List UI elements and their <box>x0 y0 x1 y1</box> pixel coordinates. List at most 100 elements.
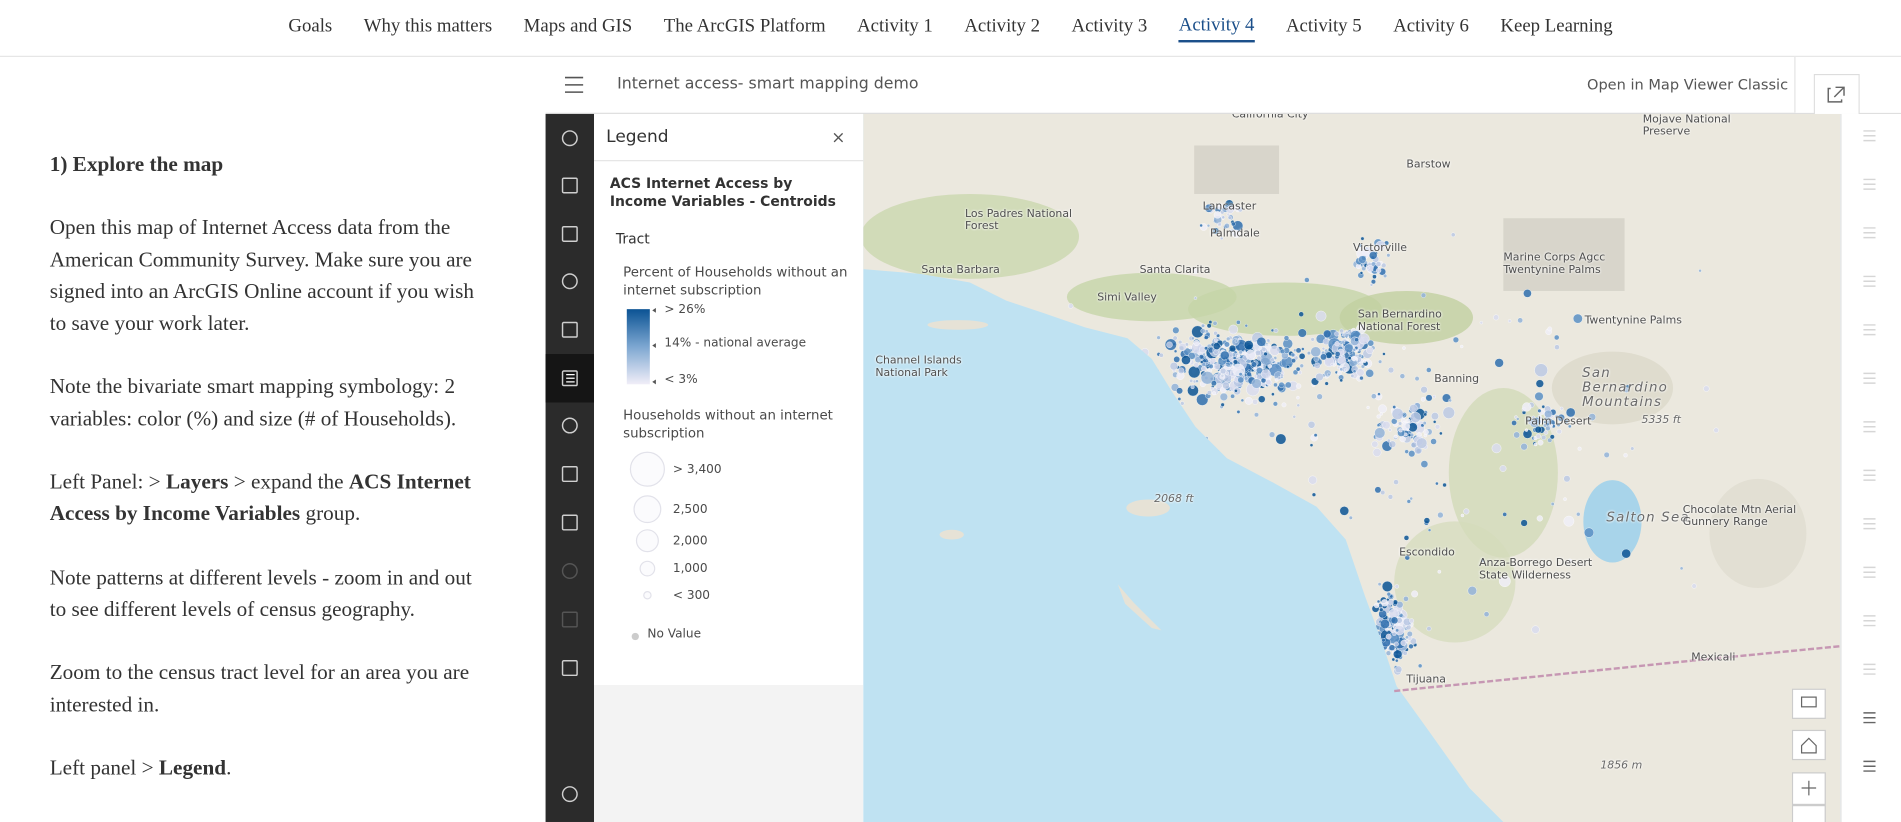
tract-point <box>1374 427 1386 439</box>
tool-button[interactable] <box>560 369 579 388</box>
menu-button[interactable] <box>564 76 584 93</box>
tract-point <box>1537 408 1542 413</box>
tract-point <box>1334 331 1340 337</box>
tract-point <box>1420 397 1426 402</box>
tract-point <box>1391 657 1396 662</box>
tract-point <box>1316 393 1323 400</box>
tool-button[interactable] <box>560 176 579 195</box>
external-button[interactable] <box>1813 73 1860 116</box>
nav-link[interactable]: Activity 5 <box>1285 15 1362 36</box>
tool-button[interactable] <box>560 320 579 339</box>
nav-link[interactable]: Maps and GIS <box>523 15 633 36</box>
tool-button[interactable] <box>1861 224 1878 241</box>
map-controls[interactable] <box>1791 688 1828 822</box>
tool-button[interactable] <box>1861 127 1878 144</box>
tract-point <box>1434 424 1441 430</box>
tool-button[interactable] <box>560 272 579 291</box>
tract-point <box>1567 558 1573 564</box>
tract-point <box>1295 366 1301 372</box>
tract-point <box>1213 342 1221 350</box>
nav-link[interactable]: Keep Learning <box>1500 15 1613 36</box>
tool-button[interactable] <box>1861 321 1878 338</box>
map[interactable] <box>863 113 1841 822</box>
map-label: San Bernardino Mountains <box>1582 364 1668 410</box>
tract-point <box>1404 555 1410 561</box>
tool-button[interactable] <box>1861 418 1878 435</box>
tool-button[interactable] <box>1861 176 1878 193</box>
map-viewer: Internet access- smart mapping demo Open… <box>545 56 1901 822</box>
map-label: Mojave National Preserve <box>1642 113 1731 139</box>
tract-point <box>1431 412 1439 421</box>
tract-point <box>1295 347 1302 354</box>
tool-button[interactable] <box>560 129 579 148</box>
tract-point <box>1314 362 1321 369</box>
tool-button[interactable] <box>560 658 579 677</box>
map-label: Marine Corps Agcc Twentynine Palms <box>1503 252 1606 277</box>
tool-button[interactable] <box>1861 515 1878 532</box>
tract-point <box>1371 440 1379 448</box>
tract-point <box>1520 519 1528 527</box>
tract-point <box>1483 611 1490 617</box>
tract-point <box>1200 371 1214 385</box>
tract-point <box>1233 359 1238 365</box>
tract-point <box>1534 391 1544 401</box>
tract-point <box>1156 335 1161 340</box>
tract-point <box>1375 261 1382 267</box>
tool-button[interactable] <box>1861 709 1878 726</box>
tract-point <box>1507 319 1512 323</box>
tract-point <box>1479 321 1483 325</box>
nav-link[interactable]: Activity 6 <box>1393 15 1469 36</box>
tract-point <box>1243 340 1254 351</box>
close-button[interactable] <box>833 132 844 143</box>
tract-point <box>1387 494 1394 500</box>
map-label: Tijuana <box>1406 674 1446 687</box>
tract-point <box>1463 508 1470 515</box>
tool-button[interactable] <box>1861 467 1878 484</box>
tract-point <box>1350 373 1355 378</box>
tool-button[interactable] <box>560 224 579 243</box>
tract-point <box>1206 390 1212 395</box>
nav-link[interactable]: Activity 4 <box>1178 14 1255 42</box>
tool-button[interactable] <box>560 464 579 483</box>
tool-icon <box>1863 178 1876 190</box>
nav-link[interactable]: Activity 2 <box>964 15 1041 36</box>
tool-icon <box>561 466 578 483</box>
tract-point <box>1411 590 1419 598</box>
nav-link[interactable]: Activity 1 <box>857 15 933 36</box>
tract-point <box>1279 348 1286 354</box>
tract-point <box>1630 446 1635 451</box>
tool-icon <box>561 563 578 580</box>
tool-button[interactable] <box>560 561 579 580</box>
tool-button[interactable] <box>560 610 579 629</box>
tool-button[interactable] <box>560 416 579 435</box>
tract-point <box>1172 326 1180 334</box>
tract-point <box>1204 335 1209 340</box>
tract-point <box>1517 317 1523 324</box>
tract-point <box>1315 372 1324 382</box>
tool-button[interactable] <box>1861 661 1878 678</box>
tract-point <box>1713 427 1719 433</box>
tool-button[interactable] <box>1861 564 1878 581</box>
tool-button[interactable] <box>560 784 579 803</box>
tract-point <box>1283 335 1290 341</box>
tract-point <box>1513 431 1521 439</box>
tool-button[interactable] <box>560 513 579 532</box>
tool-button[interactable] <box>1861 370 1878 387</box>
tract-point <box>1358 255 1367 264</box>
tract-point <box>1549 434 1555 440</box>
nav-link[interactable]: The ArcGIS Platform <box>663 15 826 36</box>
tool-button[interactable] <box>1861 758 1878 775</box>
nav-link[interactable]: Why this matters <box>363 15 493 36</box>
tract-point <box>1563 515 1575 527</box>
tract-point <box>1190 385 1195 390</box>
tract-point <box>1341 333 1346 337</box>
nav-link[interactable]: Activity 3 <box>1071 15 1148 36</box>
tool-button[interactable] <box>1861 612 1878 629</box>
tract-point <box>1221 215 1226 220</box>
nav-link[interactable]: Goals <box>288 15 333 36</box>
tool-button[interactable] <box>1861 273 1878 290</box>
tract-point <box>1420 386 1428 394</box>
tract-point <box>1238 350 1243 355</box>
bold-text: Legend <box>158 755 227 780</box>
open-classic-link[interactable]: Open in Map Viewer Classic <box>1586 76 1789 94</box>
